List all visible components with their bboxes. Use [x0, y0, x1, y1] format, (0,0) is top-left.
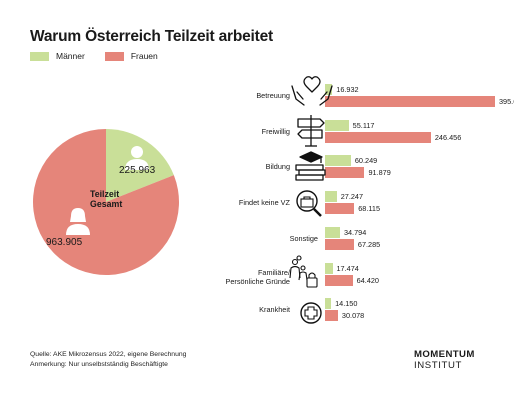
brand-logo: MOMENTUM INSTITUT: [414, 349, 475, 371]
value-label-frauen: 30.078: [341, 311, 365, 320]
pie-value-maenner: 225.963: [119, 165, 156, 176]
bar-frauen: [325, 132, 431, 143]
pie-slice-frauen: [32, 129, 179, 275]
value-label-frauen: 246.456: [434, 133, 462, 142]
pie-value-frauen: 963.905: [46, 237, 83, 248]
value-label-maenner: 34.794: [343, 228, 367, 237]
category-label: Familiäre/Persönliche Gründe: [200, 268, 291, 286]
value-label-frauen: 395.672: [499, 97, 514, 106]
value-label-frauen: 67.285: [357, 240, 381, 249]
bar-frauen: [325, 275, 353, 286]
legend-swatch-maenner: [30, 51, 49, 61]
category-label: Betreuung: [256, 91, 290, 100]
value-label-maenner: 60.249: [354, 156, 378, 165]
pie-center-label-line2: Gesamt: [90, 199, 123, 209]
bar-maenner: [325, 227, 340, 238]
category-label-line1: Familiäre/: [257, 268, 290, 277]
category-label-line2: Persönliche Gründe: [225, 277, 291, 286]
female-person-icon: [66, 208, 90, 235]
value-label-frauen: 64.420: [356, 276, 379, 285]
category-label: Findet keine VZ: [238, 198, 290, 207]
value-label-maenner: 27.247: [340, 192, 364, 201]
value-label-frauen: 68.115: [358, 204, 381, 213]
bar-frauen: [325, 96, 495, 107]
source-line: Quelle: AKE Mikrozensus 2022, eigene Ber…: [30, 351, 187, 358]
legend-swatch-frauen: [104, 51, 124, 61]
chart-title: Warum Österreich Teilzeit arbeitet: [30, 28, 273, 45]
bar-maenner: [325, 263, 333, 274]
bar-maenner: [325, 298, 332, 309]
legend-label-frauen: Frauen: [130, 51, 158, 61]
male-person-icon: [125, 146, 149, 170]
pie-center-label-line1: Teilzeit: [90, 189, 120, 199]
legend-item-frauen: Frauen: [104, 51, 158, 61]
legend-item-maenner: Männer: [30, 51, 85, 61]
bar-frauen: [325, 167, 365, 178]
value-label-maenner: 14.150: [335, 299, 358, 308]
value-label-maenner: 17.474: [336, 264, 359, 273]
bar-frauen: [325, 239, 354, 250]
bar-frauen: [325, 310, 338, 321]
bar-maenner: [325, 120, 349, 131]
category-label: Krankheit: [259, 305, 290, 314]
category-label: Sonstige: [289, 234, 318, 243]
note-line: Anmerkung: Nur unselbstständig Beschäfti…: [30, 360, 168, 368]
value-label-frauen: 91.879: [368, 168, 391, 177]
brand-line1: MOMENTUM: [414, 349, 475, 360]
source-note: Quelle: AKE Mikrozensus 2022, eigene Ber…: [30, 350, 186, 369]
bar-frauen: [325, 203, 355, 214]
category-label: Bildung: [265, 162, 290, 171]
bar-maenner: [325, 191, 337, 202]
value-label-maenner: 55.117: [352, 121, 375, 130]
legend-label-maenner: Männer: [56, 51, 85, 61]
bar-maenner: [325, 84, 333, 95]
legend: Männer Frauen: [30, 51, 178, 61]
value-label-maenner: 16.932: [336, 85, 359, 94]
brand-line2: INSTITUT: [414, 360, 462, 371]
bar-maenner: [325, 155, 351, 166]
pie-center-label: Teilzeit Gesamt: [90, 189, 122, 209]
category-label: Freiwillig: [261, 127, 290, 136]
